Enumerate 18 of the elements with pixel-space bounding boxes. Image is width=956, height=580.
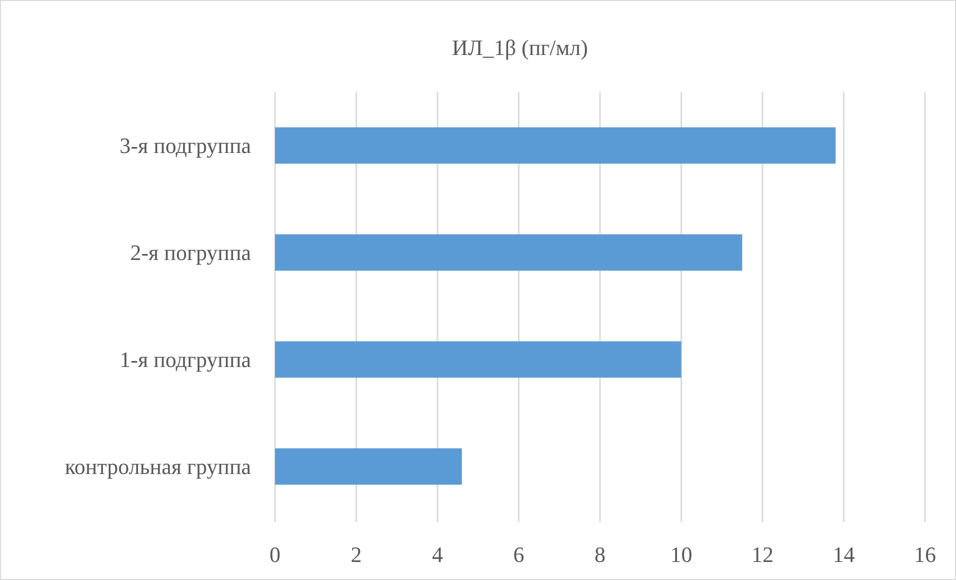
x-tick-label: 10 [670, 542, 692, 567]
bar [275, 234, 742, 271]
x-tick-label: 14 [832, 542, 855, 567]
y-tick-label: 3-я подгруппа [120, 133, 252, 158]
bar [275, 127, 836, 164]
y-tick-label: контрольная группа [64, 454, 252, 480]
x-tick-label: 6 [513, 542, 524, 567]
bar [275, 341, 682, 378]
x-tick-label: 16 [914, 542, 936, 567]
x-tick-label: 8 [594, 542, 606, 567]
x-tick-label: 0 [270, 542, 280, 567]
x-tick-label: 12 [752, 542, 774, 567]
y-tick-label: 2-я погруппа [130, 240, 252, 266]
x-tick-label: 2 [350, 542, 362, 567]
bar [275, 448, 462, 485]
y-tick-label: 1-я подгруппа [120, 347, 252, 372]
x-tick-label: 4 [432, 542, 443, 567]
chart-title: ИЛ_1β (пг/мл) [452, 35, 588, 60]
